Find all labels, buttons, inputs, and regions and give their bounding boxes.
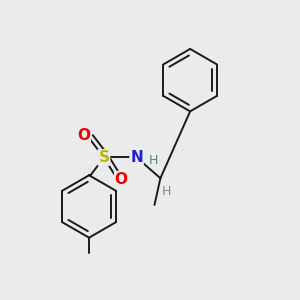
Text: H: H [162,185,171,198]
Text: N: N [130,150,143,165]
Text: H: H [149,154,159,167]
Text: O: O [115,172,128,187]
Text: S: S [98,150,110,165]
Text: O: O [77,128,90,143]
